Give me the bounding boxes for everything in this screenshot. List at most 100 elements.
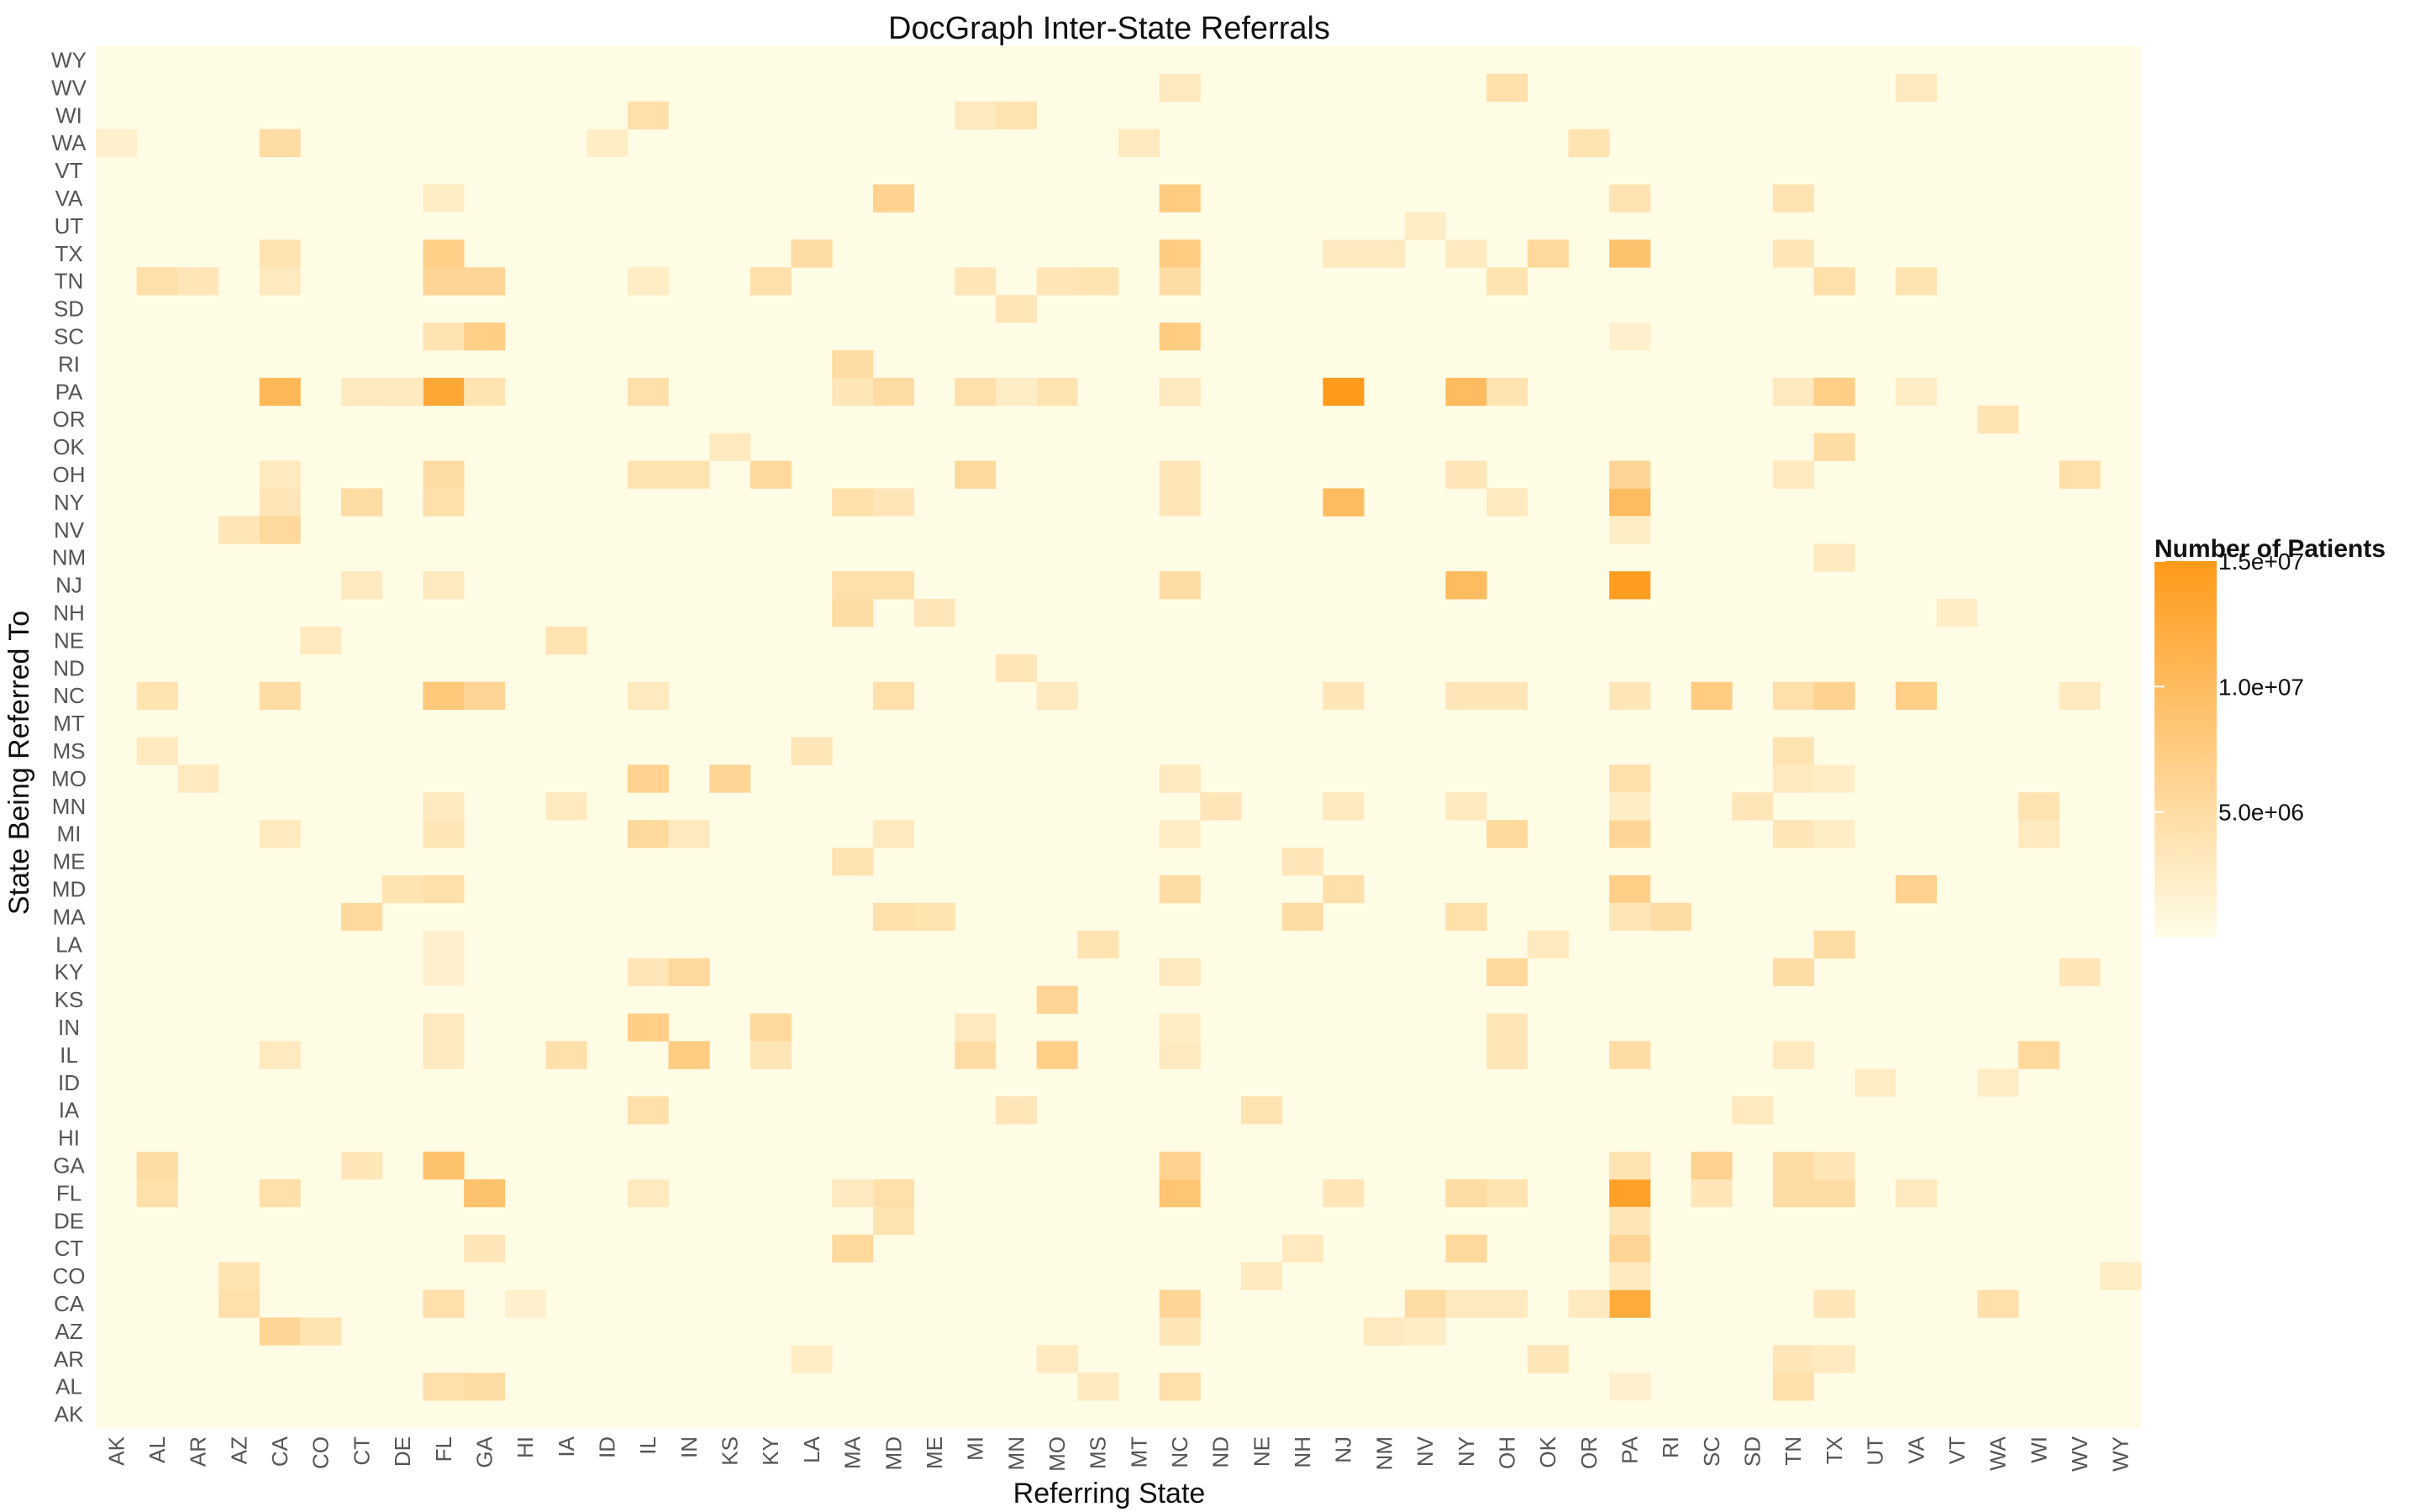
heatmap-cell: [1609, 571, 1651, 600]
x-axis-ticks: AK AL AR AZ CA CO CT DE FL GA HI IA ID IL IN KS KY LA MA MD…: [103, 1436, 2133, 1472]
heatmap-cell: [1977, 1068, 2019, 1097]
heatmap-cell: [177, 267, 219, 296]
heatmap-cell: [955, 377, 997, 407]
heatmap-cell: [1609, 764, 1651, 793]
heatmap-cell: [1772, 1373, 1814, 1401]
heatmap-cell: [1813, 930, 1855, 959]
x-tick-label: KY: [758, 1436, 783, 1466]
heatmap-cell: [300, 626, 342, 655]
heatmap-cell: [423, 681, 465, 710]
heatmap-cell: [872, 377, 914, 407]
heatmap-cell: [1077, 930, 1119, 959]
heatmap-cell: [1445, 377, 1487, 407]
heatmap-cell: [627, 460, 669, 489]
heatmap-cell: [464, 267, 506, 296]
heatmap-cell: [872, 571, 914, 600]
x-tick-label: WI: [2026, 1436, 2051, 1463]
heatmap-cell: [423, 1373, 465, 1401]
plot-area: [96, 46, 2141, 1428]
legend-title: Number of Patients: [2154, 535, 2386, 563]
heatmap-cell: [1568, 1289, 1610, 1318]
heatmap-cell: [1404, 1289, 1446, 1318]
heatmap-cell: [259, 377, 301, 407]
heatmap-cell: [1159, 460, 1201, 489]
heatmap-cell: [791, 737, 833, 765]
heatmap-cell: [423, 820, 465, 848]
legend-colorbar: [2154, 561, 2217, 937]
y-tick-label: AZ: [55, 1319, 82, 1344]
heatmap-cell: [1732, 1096, 1774, 1125]
y-tick-label: GA: [53, 1152, 85, 1178]
heatmap-cell: [1609, 1041, 1651, 1069]
y-tick-label: NE: [54, 627, 84, 653]
heatmap-cell: [1772, 820, 1814, 848]
heatmap-cell: [1609, 184, 1651, 213]
heatmap-cell: [791, 1345, 833, 1373]
y-tick-label: FL: [56, 1180, 82, 1205]
heatmap-cell: [1609, 460, 1651, 489]
x-tick-label: FL: [431, 1436, 456, 1462]
x-tick-label: AZ: [226, 1436, 251, 1464]
heatmap-cell: [1936, 599, 1978, 627]
heatmap-cell: [1364, 1317, 1406, 1346]
heatmap-cell: [1772, 377, 1814, 407]
y-tick-label: AL: [55, 1374, 82, 1399]
heatmap-cell: [1813, 1179, 1855, 1208]
heatmap-cell: [995, 1096, 1038, 1125]
x-tick-label: WA: [1986, 1436, 2011, 1471]
x-tick-label: KS: [718, 1436, 743, 1466]
heatmap-cell: [423, 488, 465, 517]
heatmap-cell: [750, 460, 792, 489]
heatmap-cell: [464, 377, 506, 407]
heatmap-cell: [136, 681, 178, 710]
heatmap-cell: [341, 1152, 383, 1180]
heatmap-cell: [136, 267, 178, 296]
y-tick-label: MD: [52, 876, 86, 901]
x-tick-label: WV: [2067, 1436, 2092, 1472]
heatmap-cell: [177, 764, 219, 793]
heatmap-cell: [1445, 902, 1487, 932]
heatmap-cell: [1527, 930, 1569, 959]
heatmap-cell: [423, 377, 465, 407]
y-tick-label: TN: [55, 269, 84, 294]
x-tick-label: HI: [513, 1436, 538, 1458]
heatmap-cell: [545, 626, 587, 655]
heatmap-cell: [1159, 1013, 1201, 1042]
heatmap-cell: [1486, 73, 1528, 102]
heatmap-cell: [1486, 377, 1528, 407]
heatmap-cell: [1159, 1289, 1201, 1318]
heatmap-cell: [136, 1179, 178, 1208]
heatmap-cell: [2018, 792, 2060, 821]
heatmap-cell: [955, 1041, 997, 1069]
heatmap-cell: [1077, 267, 1119, 296]
heatmap-cell: [423, 930, 465, 959]
heatmap-cell: [1323, 681, 1365, 710]
heatmap-cell: [832, 1179, 874, 1208]
heatmap-cell: [1772, 1179, 1814, 1208]
heatmap-cell: [464, 1179, 506, 1208]
y-tick-label: DE: [54, 1208, 84, 1233]
heatmap-cell: [1445, 1234, 1487, 1263]
heatmap-cell: [1159, 488, 1201, 517]
y-tick-label: MS: [53, 738, 86, 764]
heatmap-cell: [1159, 239, 1201, 268]
heatmap-cell: [1486, 1013, 1528, 1042]
x-tick-label: NJ: [1331, 1436, 1356, 1463]
heatmap-cell: [1159, 764, 1201, 793]
heatmap-cell: [1977, 1289, 2019, 1318]
legend-ticks: 5.0e+06 1.0e+07 1.5e+07: [2154, 549, 2304, 826]
heatmap-cell: [1281, 902, 1323, 932]
heatmap-cell: [423, 1041, 465, 1069]
heatmap-cell: [1772, 681, 1814, 710]
x-tick-label: UT: [1863, 1436, 1888, 1466]
heatmap-cell: [872, 1179, 914, 1208]
heatmap-cell: [1404, 1317, 1446, 1346]
heatmap-cell: [627, 267, 669, 296]
heatmap-cell: [259, 516, 301, 544]
heatmap-cell: [1159, 267, 1201, 296]
heatmap-cell: [1977, 405, 2019, 433]
heatmap-cell: [1895, 267, 1937, 296]
y-tick-label: UT: [55, 213, 84, 239]
y-tick-label: VT: [55, 158, 82, 183]
heatmap-cell: [1159, 571, 1201, 600]
